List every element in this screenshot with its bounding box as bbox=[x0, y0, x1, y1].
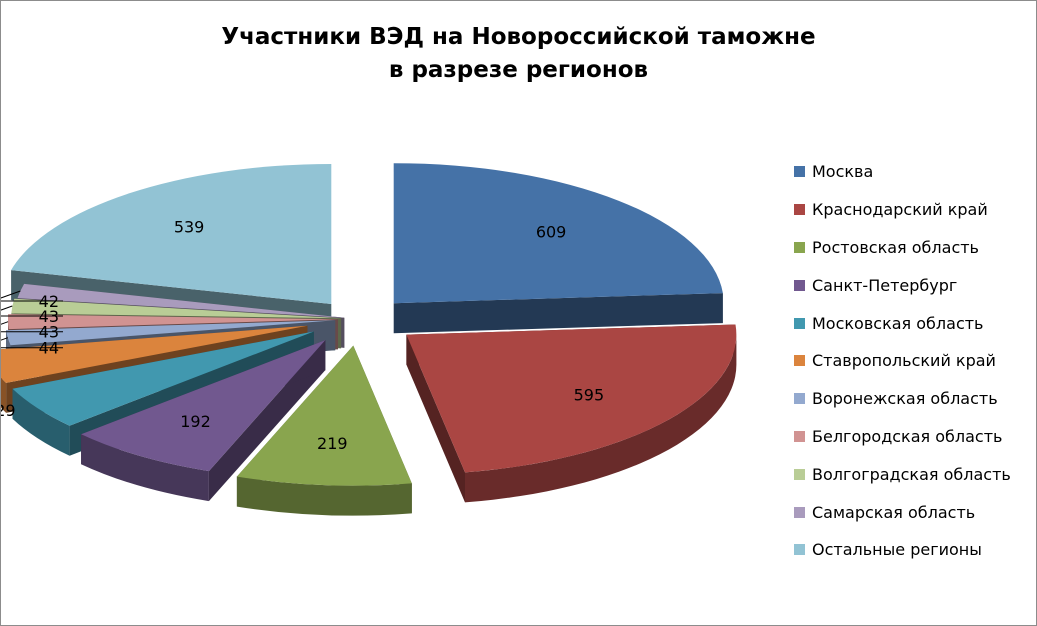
legend-label: Ставропольский край bbox=[812, 351, 996, 371]
legend-item-самарская-область: Самарская область bbox=[794, 493, 1011, 531]
chart-title-line-2: в разрезе регионов bbox=[388, 57, 649, 83]
data-label-воронежская-область: 44 bbox=[39, 339, 59, 358]
data-label-самарская-область: 42 bbox=[39, 292, 59, 311]
legend-swatch bbox=[794, 393, 805, 405]
legend-label: Белгородская область bbox=[812, 426, 1003, 446]
legend: Москва Краснодарский край Ростовская облас… bbox=[794, 153, 1011, 569]
legend-swatch bbox=[794, 166, 805, 178]
legend-label: Самарская область bbox=[812, 502, 976, 522]
legend-swatch bbox=[794, 241, 805, 253]
legend-swatch bbox=[794, 204, 805, 216]
leader-line-волгоградская-область bbox=[1, 305, 63, 317]
chart-title: Участники ВЭД на Новороссийской таможне … bbox=[1, 21, 1036, 87]
leader-line-самарская-область bbox=[1, 290, 63, 302]
legend-item-москва: Москва bbox=[794, 153, 1011, 191]
legend-item-остальные-регионы: Остальные регионы bbox=[794, 531, 1011, 569]
data-label-ростовская-область: 219 bbox=[317, 434, 348, 453]
data-label-москва: 609 bbox=[536, 222, 567, 241]
data-label-краснодарский-край: 595 bbox=[574, 386, 605, 405]
data-label-белгородская-область: 43 bbox=[39, 323, 59, 342]
legend-item-краснодарский-край: Краснодарский край bbox=[794, 191, 1011, 229]
pie-slice-ростовская-область bbox=[236, 345, 412, 516]
legend-swatch bbox=[794, 317, 805, 329]
legend-label: Остальные регионы bbox=[812, 540, 982, 560]
data-label-волгоградская-область: 43 bbox=[39, 307, 59, 326]
legend-item-московская-область: Московская область bbox=[794, 304, 1011, 342]
legend-swatch bbox=[794, 355, 805, 367]
leader-line-воронежская-область bbox=[1, 337, 63, 349]
legend-item-воронежская-область: Воронежская область bbox=[794, 380, 1011, 418]
pie-slice-санкт-петербург bbox=[81, 340, 326, 502]
legend-label: Москва bbox=[812, 162, 874, 182]
pie-slice-москва bbox=[393, 163, 723, 334]
pie-slice-краснодарский-край bbox=[406, 324, 737, 503]
legend-label: Санкт-Петербург bbox=[812, 275, 958, 295]
legend-label: Воронежская область bbox=[812, 389, 998, 409]
chart-title-line-1: Участники ВЭД на Новороссийской таможне bbox=[221, 24, 816, 50]
legend-label: Краснодарский край bbox=[812, 200, 988, 220]
leader-line-белгородская-область bbox=[1, 321, 63, 333]
data-label-остальные-регионы: 539 bbox=[174, 218, 205, 237]
legend-swatch bbox=[794, 506, 805, 518]
legend-swatch bbox=[794, 468, 805, 480]
legend-label: Московская область bbox=[812, 313, 984, 333]
legend-item-ростовская-область: Ростовская область bbox=[794, 229, 1011, 267]
legend-swatch bbox=[794, 279, 805, 291]
legend-item-белгородская-область: Белгородская область bbox=[794, 418, 1011, 456]
legend-item-санкт-петербург: Санкт-Петербург bbox=[794, 266, 1011, 304]
legend-item-волгоградская-область: Волгоградская область bbox=[794, 455, 1011, 493]
data-label-московская-область: 129 bbox=[1, 401, 16, 420]
legend-label: Волгоградская область bbox=[812, 464, 1011, 484]
legend-swatch bbox=[794, 544, 805, 556]
data-label-санкт-петербург: 192 bbox=[180, 412, 211, 431]
legend-label: Ростовская область bbox=[812, 237, 979, 257]
legend-swatch bbox=[794, 430, 805, 442]
legend-item-ставропольский-край: Ставропольский край bbox=[794, 342, 1011, 380]
